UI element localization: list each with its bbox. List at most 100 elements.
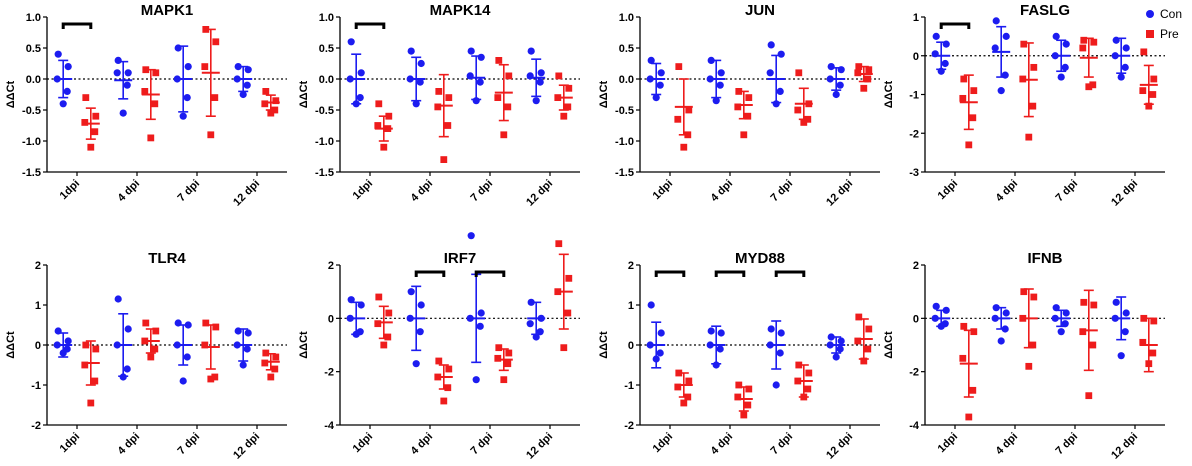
pre-point bbox=[1080, 36, 1088, 44]
con-group-0 bbox=[646, 301, 666, 369]
con-point bbox=[932, 302, 940, 310]
con-point bbox=[1112, 298, 1120, 306]
pre-group-0 bbox=[674, 63, 693, 151]
pre-point bbox=[151, 100, 159, 108]
pre-point bbox=[554, 288, 562, 296]
pre-point bbox=[375, 293, 383, 301]
con-point bbox=[772, 381, 780, 389]
panel-faslg: FASLG -3 -2 -1 0 1 ΔΔCt 1dpi 4 dpi 7 dpi 12 dpi bbox=[883, 2, 1165, 209]
x-category-label: 4 dpi bbox=[115, 178, 142, 205]
con-group-1 bbox=[706, 325, 726, 369]
con-point bbox=[1061, 320, 1069, 328]
con-point bbox=[184, 63, 192, 71]
con-point bbox=[707, 327, 715, 335]
pre-point bbox=[435, 88, 443, 95]
pre-point bbox=[374, 122, 382, 129]
pre-group-3 bbox=[554, 72, 573, 120]
con-point bbox=[937, 67, 945, 75]
con-point bbox=[417, 301, 425, 309]
con-point bbox=[234, 327, 242, 335]
y-tick-label: 1.0 bbox=[619, 12, 634, 24]
pre-point bbox=[1079, 44, 1087, 52]
con-point bbox=[536, 78, 544, 86]
con-point bbox=[712, 97, 720, 105]
con-point bbox=[826, 75, 834, 83]
pre-point bbox=[261, 359, 269, 367]
y-tick-label: 0.5 bbox=[619, 43, 634, 55]
y-axis-label: ΔΔCt bbox=[298, 331, 310, 359]
pre-point bbox=[800, 119, 808, 126]
con-group-0 bbox=[931, 302, 951, 330]
y-tick-label: 0.5 bbox=[26, 43, 41, 55]
y-tick-label: -1.0 bbox=[315, 136, 334, 148]
pre-point bbox=[262, 349, 270, 357]
con-point bbox=[837, 66, 845, 74]
con-point bbox=[712, 361, 720, 369]
con-group-0 bbox=[931, 32, 951, 75]
pre-point bbox=[805, 100, 813, 108]
con-point bbox=[352, 330, 360, 338]
y-tick-label: -1.5 bbox=[22, 167, 41, 179]
con-point bbox=[179, 377, 187, 385]
panel-irf7: IRF7 -4 -2 0 2 ΔΔCt 1dpi 4 dpi 7 dpi 12 dpi bbox=[298, 232, 580, 462]
con-point bbox=[243, 345, 251, 353]
y-tick-label: 0 bbox=[35, 340, 41, 352]
pre-point bbox=[1150, 317, 1158, 325]
pre-point bbox=[91, 377, 99, 385]
x-category-label: 12 dpi bbox=[231, 431, 262, 462]
y-tick-label: -2 bbox=[31, 420, 41, 432]
y-axis-label: ΔΔCt bbox=[5, 80, 17, 108]
pre-point bbox=[272, 353, 280, 361]
pre-point bbox=[201, 341, 209, 349]
y-tick-label: 0 bbox=[913, 313, 919, 325]
con-point bbox=[526, 72, 534, 80]
pre-point bbox=[1140, 314, 1148, 322]
pre-point bbox=[685, 106, 693, 114]
con-point bbox=[54, 327, 62, 335]
con-point bbox=[717, 329, 725, 337]
con-point bbox=[1122, 44, 1130, 52]
y-axis-label: ΔΔCt bbox=[883, 331, 895, 359]
con-point bbox=[646, 341, 654, 349]
pre-group-3 bbox=[261, 88, 280, 117]
pre-point bbox=[505, 72, 513, 80]
y-tick-label: -4 bbox=[324, 420, 335, 432]
con-point bbox=[119, 109, 127, 117]
pre-point bbox=[1029, 102, 1037, 110]
x-category-label: 7 dpi bbox=[175, 178, 202, 205]
con-point bbox=[832, 90, 840, 99]
pre-point bbox=[151, 345, 159, 353]
pre-point bbox=[960, 322, 968, 330]
pre-point bbox=[1150, 75, 1158, 83]
pre-point bbox=[734, 103, 742, 111]
con-point bbox=[407, 288, 415, 296]
pre-point bbox=[271, 365, 279, 373]
con-point bbox=[174, 319, 182, 327]
con-point bbox=[767, 325, 775, 333]
pre-point bbox=[960, 75, 968, 83]
pre-point bbox=[207, 375, 215, 383]
pre-point bbox=[965, 413, 973, 421]
con-point bbox=[652, 355, 660, 363]
pre-point bbox=[740, 411, 748, 419]
con-point bbox=[412, 100, 420, 108]
con-point bbox=[114, 56, 122, 64]
pre-point bbox=[860, 357, 868, 365]
pre-point bbox=[860, 84, 868, 92]
con-point bbox=[406, 314, 414, 322]
pre-point bbox=[444, 122, 452, 129]
pre-point bbox=[1089, 81, 1097, 89]
pre-point bbox=[794, 377, 802, 385]
panel-mapk1: MAPK1 -1.5 -1.0 -0.5 0.0 0.5 1.0 ΔΔCt 1dpi 4 dpi 7… bbox=[5, 2, 287, 209]
pre-group-3 bbox=[854, 63, 873, 92]
pre-point bbox=[560, 344, 568, 352]
con-point bbox=[776, 87, 784, 95]
con-point bbox=[836, 345, 844, 353]
con-point bbox=[836, 81, 844, 89]
y-tick-label: -1.0 bbox=[615, 136, 634, 148]
pre-point bbox=[201, 63, 209, 70]
y-tick-label: 1 bbox=[628, 300, 634, 312]
con-point bbox=[832, 353, 840, 361]
con-group-1 bbox=[113, 56, 133, 117]
x-category-label: 12 dpi bbox=[524, 178, 555, 209]
